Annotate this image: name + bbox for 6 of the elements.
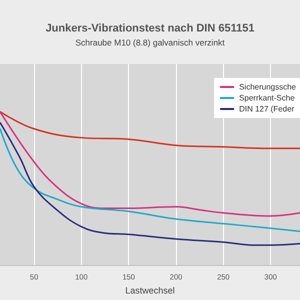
legend-label: Sicherungssche (239, 82, 297, 92)
legend-label: DIN 127 (Feder (239, 104, 295, 114)
legend-label: Sperrkant-Sche (239, 94, 296, 102)
chart-subtitle: Schraube M10 (8.8) galvanisch verzinkt (75, 38, 226, 48)
chart-title: Junkers-Vibrationstest nach DIN 651151 (46, 22, 254, 34)
x-axis-title: Lastwechsel (125, 286, 175, 296)
